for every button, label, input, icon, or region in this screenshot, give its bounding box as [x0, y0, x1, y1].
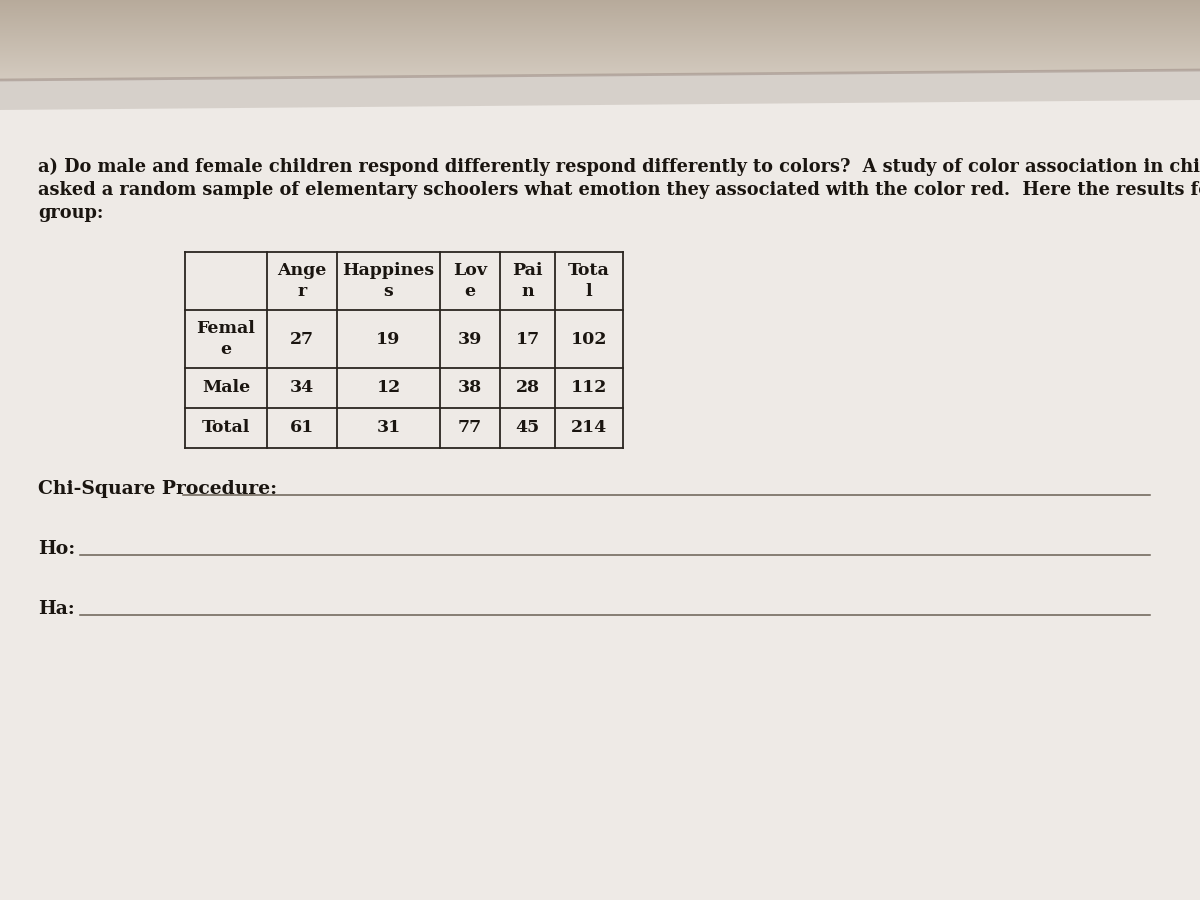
Text: Chi-Square Procedure:: Chi-Square Procedure: [38, 480, 277, 498]
Text: 77: 77 [458, 419, 482, 436]
Text: 17: 17 [515, 330, 540, 347]
Text: 34: 34 [290, 380, 314, 397]
Text: Total: Total [202, 419, 250, 436]
Text: Lov
e: Lov e [452, 262, 487, 300]
Polygon shape [0, 70, 1200, 110]
Text: 112: 112 [571, 380, 607, 397]
Text: 214: 214 [571, 419, 607, 436]
Text: Ange
r: Ange r [277, 262, 326, 300]
Text: 61: 61 [290, 419, 314, 436]
Text: 31: 31 [377, 419, 401, 436]
Text: 28: 28 [516, 380, 540, 397]
Text: Pai
n: Pai n [512, 262, 542, 300]
Text: Ho:: Ho: [38, 540, 76, 558]
Text: 39: 39 [458, 330, 482, 347]
Text: 38: 38 [458, 380, 482, 397]
Text: 102: 102 [571, 330, 607, 347]
Text: 27: 27 [290, 330, 314, 347]
Text: Happines
s: Happines s [342, 262, 434, 300]
Polygon shape [0, 70, 1200, 900]
Text: 12: 12 [377, 380, 401, 397]
Text: group:: group: [38, 204, 103, 222]
Text: Ha:: Ha: [38, 600, 74, 618]
Text: asked a random sample of elementary schoolers what emotion they associated with : asked a random sample of elementary scho… [38, 181, 1200, 199]
Text: 19: 19 [377, 330, 401, 347]
Text: 45: 45 [515, 419, 540, 436]
Text: Femal
e: Femal e [197, 320, 256, 358]
Text: Male: Male [202, 380, 250, 397]
Text: Tota
l: Tota l [568, 262, 610, 300]
Text: a) Do male and female children respond differently respond differently to colors: a) Do male and female children respond d… [38, 158, 1200, 176]
